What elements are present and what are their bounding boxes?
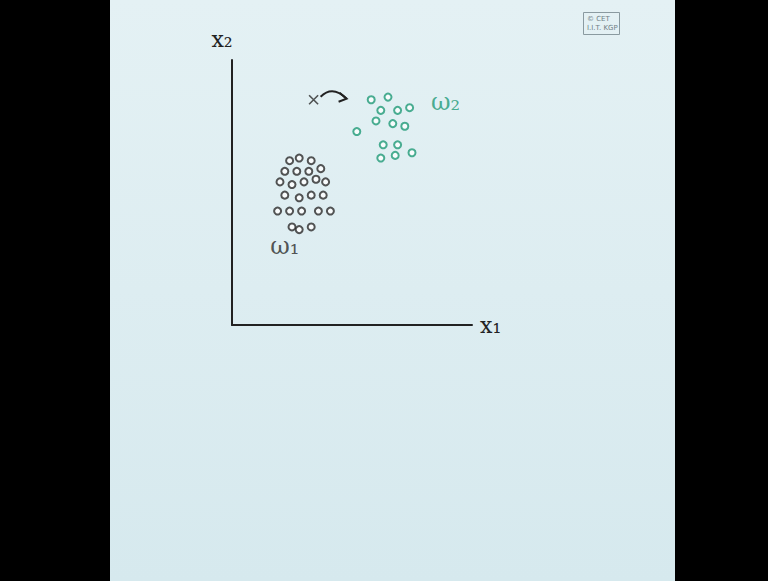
svg-text:I.I.T. KGP: I.I.T. KGP bbox=[587, 24, 618, 32]
svg-text:© CET: © CET bbox=[587, 15, 611, 23]
svg-text:ω₂: ω₂ bbox=[431, 88, 460, 116]
svg-text:x₁: x₁ bbox=[480, 313, 501, 338]
svg-text:ω₁: ω₁ bbox=[270, 232, 299, 260]
svg-text:x₂: x₂ bbox=[211, 27, 232, 52]
